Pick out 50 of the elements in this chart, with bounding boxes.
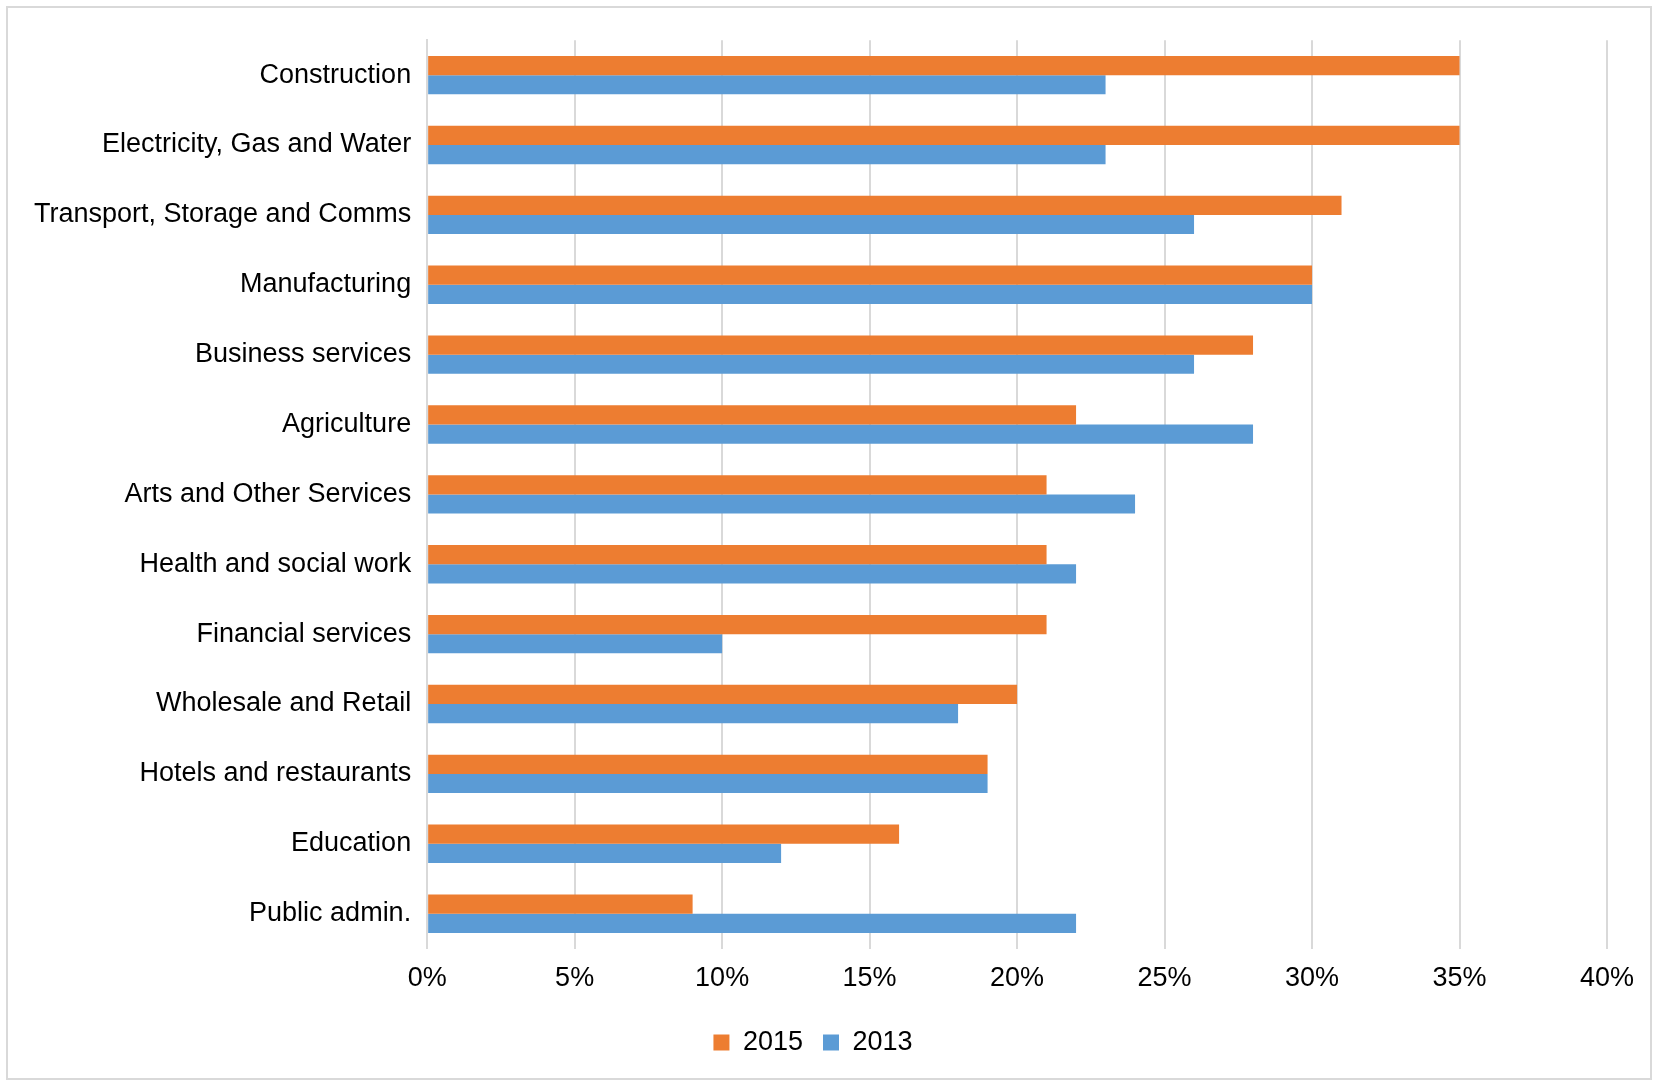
bar [428,704,959,724]
y-tick-label: Public admin. [249,897,412,928]
bar [428,754,988,774]
bar [428,405,1077,425]
bar [428,354,1195,374]
y-tick-label: Agriculture [282,407,412,438]
bar [428,335,1254,355]
y-tick-label: Education [291,827,412,858]
bar [428,284,1313,304]
y-tick-label: Financial services [196,617,412,648]
bar [428,843,782,863]
y-tick-label: Hotels and restaurants [139,757,412,788]
y-tick-label: Electricity, Gas and Water [102,128,412,159]
x-tick-label: 40% [1579,962,1634,993]
bar [428,55,1460,76]
bar [428,564,1077,584]
bar [428,195,1342,215]
bar [428,424,1254,444]
bar [428,614,1047,635]
bar [428,214,1195,235]
bar [428,494,1136,514]
bar [428,545,1047,565]
bar [428,145,1106,165]
x-tick-label: 25% [1137,962,1192,993]
bar [428,684,1018,705]
bar [428,265,1313,285]
bar [428,75,1106,95]
bar [428,913,1077,933]
bar [428,894,693,914]
bar [428,125,1460,146]
x-tick-label: 10% [695,962,750,993]
bar [428,773,988,794]
legend-label: 2013 [852,1025,913,1056]
y-tick-label: Construction [259,58,412,89]
y-tick-label: Transport, Storage and Comms [34,198,412,229]
bar [428,475,1047,495]
bar [428,824,900,844]
x-tick-label: 0% [407,962,447,993]
y-tick-label: Wholesale and Retail [156,687,412,718]
x-tick-label: 30% [1285,962,1340,993]
x-tick-label: 15% [842,962,897,993]
y-tick-label: Business services [195,338,412,369]
legend-label: 2015 [742,1025,804,1056]
y-tick-label: Health and social work [139,547,412,578]
x-tick-label: 35% [1432,962,1487,993]
bar [428,634,723,654]
y-tick-label: Arts and Other Services [124,477,412,508]
y-tick-label: Manufacturing [240,268,412,299]
x-tick-label: 5% [555,962,595,993]
x-tick-label: 20% [990,962,1045,993]
